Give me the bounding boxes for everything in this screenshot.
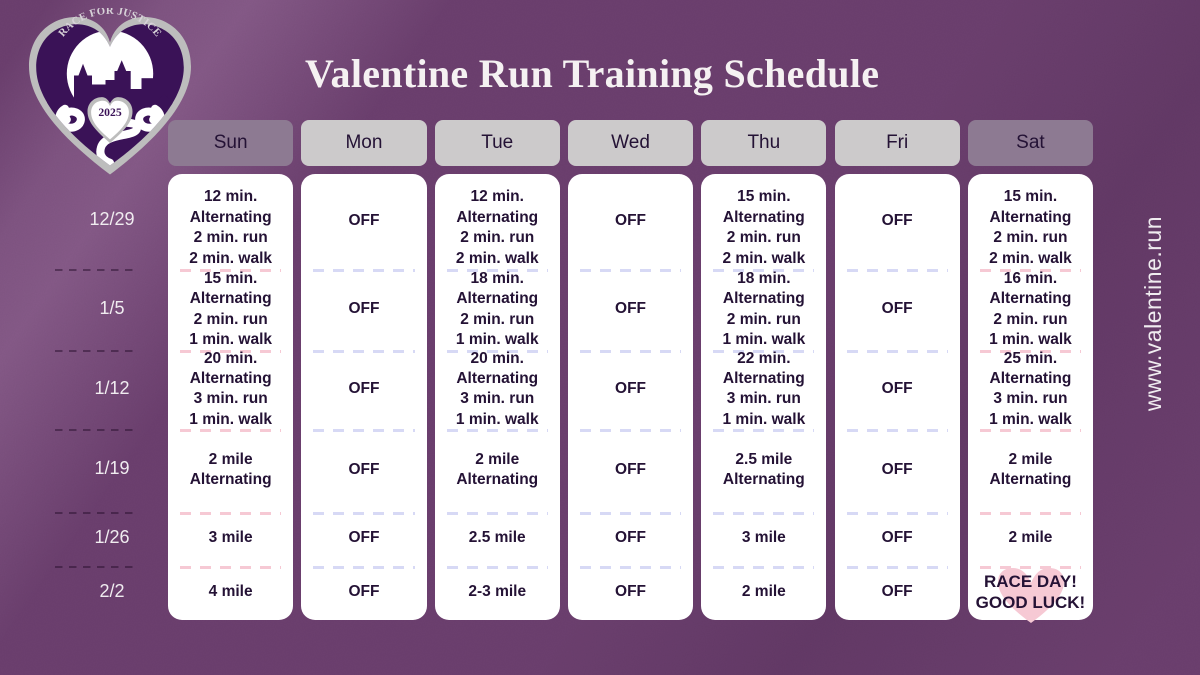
svg-text:2025: 2025: [98, 106, 122, 119]
